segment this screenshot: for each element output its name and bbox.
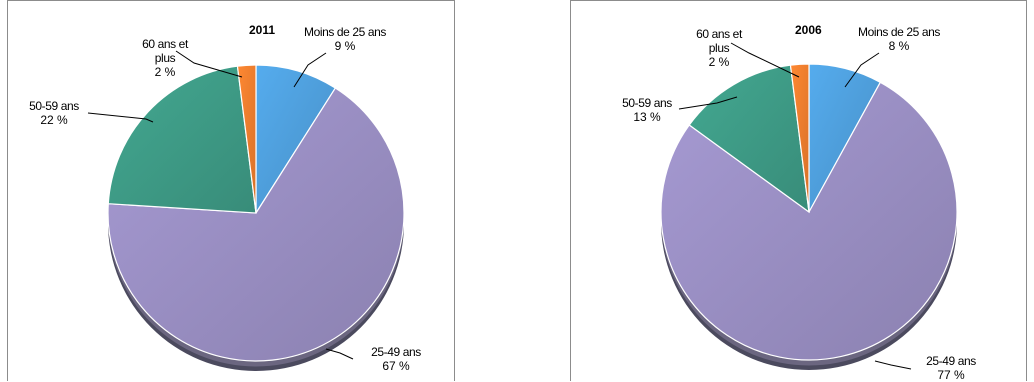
label-2011-50-59: 50-59 ans 22 % [16,99,92,127]
label-2006-50-59-value: 13 % [633,110,661,124]
leader-line-2006-60-ans-et-plus [730,42,800,78]
pie-2006-slice-25-49-ans [660,81,958,361]
label-2006-moins-de-25-value: 8 % [888,39,910,53]
label-2006-moins-de-25-category: Moins de 25 ans [857,25,941,39]
label-2011-25-49: 25-49 ans 67 % [360,345,432,373]
chart-title-2006: 2006 [795,23,822,37]
label-2006-60-plus-category: 60 ans et plus [696,27,742,55]
label-2006-moins-de-25: Moins de 25 ans 8 % [854,25,944,53]
label-2006-25-49: 25-49 ans 77 % [913,354,989,382]
label-2011-50-59-value: 22 % [40,113,68,127]
label-2006-50-59-category: 50-59 ans [622,96,672,110]
label-2011-moins-de-25-value: 9 % [334,39,356,53]
label-2006-25-49-value: 77 % [937,368,965,382]
label-2011-25-49-category: 25-49 ans [371,345,421,359]
label-2011-moins-de-25-category: Moins de 25 ans [303,25,387,39]
label-2011-moins-de-25: Moins de 25 ans 9 % [300,25,390,53]
label-2011-60-plus-category: 60 ans et plus [142,37,188,65]
label-2011-60-plus: 60 ans et plus 2 % [133,37,197,79]
label-2011-60-plus-value: 2 % [154,65,176,79]
label-2006-50-59: 50-59 ans 13 % [609,96,685,124]
chart-title-2011: 2011 [249,23,276,37]
leader-line-2011-60-ans-et-plus [175,50,243,78]
leader-line-2006-moins-de-25-ans [844,52,880,88]
pie-2006-slice-60-ans-et-plus [789,63,810,213]
pie-2006-svg [660,42,958,370]
pie-2011-slice-50-59-ans [107,65,257,214]
label-2006-60-plus: 60 ans et plus 2 % [687,27,751,69]
pie-2011-slice-60-ans-et-plus [236,64,257,214]
label-2006-25-49-category: 25-49 ans [926,354,976,368]
label-2006-60-plus-value: 2 % [708,55,730,69]
label-2011-25-49-value: 67 % [382,359,410,373]
leader-line-2011-moins-de-25-ans [293,52,327,88]
leader-line-2006-25-49-ans [874,360,912,370]
pie-chart-2011: 2011 Moins de 25 ans 9 % 60 ans et plus … [7,0,455,381]
leader-line-2006-50-59-ans [678,96,738,110]
pie-2011-slice-moins-de-25-ans [255,64,337,216]
label-2011-50-59-category: 50-59 ans [29,99,79,113]
pie-2011-slice-25-49-ans [107,87,405,362]
leader-line-2011-25-49-ans [325,348,354,360]
leader-line-2011-50-59-ans [87,112,154,123]
pie-chart-2006: 2006 Moins de 25 ans 8 % 60 ans et plus … [570,0,1027,382]
pie-2011-svg [87,50,405,371]
